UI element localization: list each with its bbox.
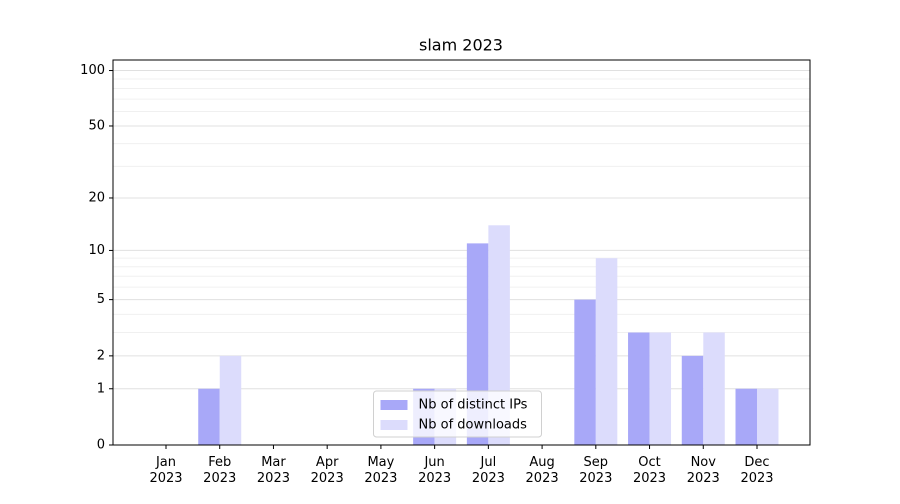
bar	[649, 332, 672, 445]
y-tick-label: 5	[97, 292, 105, 307]
legend-label: Nb of downloads	[419, 418, 528, 433]
bar	[757, 388, 779, 445]
bar	[488, 225, 510, 445]
x-tick-label: Mar 2023	[257, 455, 290, 486]
bar	[219, 355, 242, 445]
bar	[628, 332, 650, 445]
y-tick-label: 0	[97, 438, 105, 453]
y-tick-label: 20	[88, 190, 105, 205]
bar	[574, 299, 596, 445]
x-tick-label: Sep 2023	[579, 455, 612, 486]
x-tick-label: Oct 2023	[633, 455, 666, 486]
x-tick-label: Jul 2023	[472, 455, 505, 486]
bar	[703, 332, 725, 445]
x-tick-label: Jun 2023	[418, 455, 451, 486]
legend-label: Nb of distinct IPs	[419, 398, 528, 413]
x-tick-label: May 2023	[364, 455, 397, 486]
legend-swatch	[380, 420, 408, 430]
x-tick-label: Dec 2023	[740, 455, 773, 486]
y-tick-label: 50	[88, 118, 105, 133]
y-tick-label: 1	[97, 381, 105, 396]
plot-frame	[112, 59, 811, 446]
chart-title: slam 2023	[419, 36, 503, 55]
legend-swatch	[380, 400, 408, 410]
bar	[681, 355, 704, 445]
x-tick-label: Nov 2023	[687, 455, 720, 486]
y-tick-label: 100	[80, 63, 105, 78]
bar	[595, 258, 618, 445]
x-tick-label: Apr 2023	[311, 455, 344, 486]
bar	[735, 388, 757, 445]
x-tick-label: Jan 2023	[149, 455, 182, 486]
x-tick-label: Aug 2023	[526, 455, 559, 486]
bar	[198, 388, 220, 445]
y-tick-label: 10	[88, 243, 105, 258]
y-tick-label: 2	[97, 348, 105, 363]
legend-box	[373, 390, 542, 438]
x-tick-label: Feb 2023	[203, 455, 236, 486]
